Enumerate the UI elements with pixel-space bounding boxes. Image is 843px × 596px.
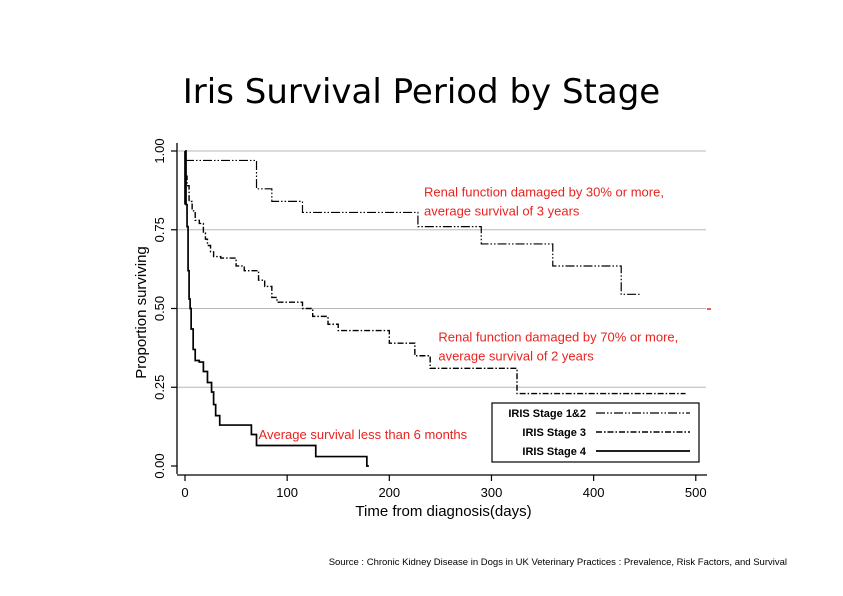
y-tick-label: 0.00 xyxy=(152,453,167,478)
y-tick-label: 0.75 xyxy=(152,217,167,242)
annotation-text: average survival of 2 years xyxy=(438,348,594,363)
y-tick-label: 0.25 xyxy=(152,375,167,400)
y-tick-label: 1.00 xyxy=(152,138,167,163)
series-line-1 xyxy=(185,159,640,295)
annotation-text: Renal function damaged by 70% or more, xyxy=(438,330,678,345)
legend-label: IRIS Stage 4 xyxy=(522,446,586,458)
x-tick-label: 200 xyxy=(378,485,400,500)
y-axis-title: Proportion surviving xyxy=(133,246,150,379)
legend-label: IRIS Stage 1&2 xyxy=(508,408,586,420)
series-lines xyxy=(184,150,686,467)
series-line-3 xyxy=(185,150,369,467)
annotation-text: Average survival less than 6 months xyxy=(259,427,468,442)
x-tick-label: 0 xyxy=(181,485,188,500)
grid-lines xyxy=(178,150,706,388)
x-tick-label: 100 xyxy=(276,485,298,500)
legend-label: IRIS Stage 3 xyxy=(522,427,586,439)
y-tick-label: 0.50 xyxy=(152,296,167,321)
x-tick-label: 500 xyxy=(685,485,707,500)
annotation-text: average survival of 3 years xyxy=(424,204,580,219)
x-tick-label: 400 xyxy=(583,485,605,500)
axes: 0.00 0.25 0.50 0.75 1.00 0 100 200 300 400 500 Time… xyxy=(133,138,707,520)
annotations: Renal function damaged by 30% or more, av… xyxy=(259,185,711,442)
legend-box xyxy=(491,402,700,463)
x-axis-title: Time from diagnosis(days) xyxy=(355,503,531,520)
legend: IRIS Stage 1&2 IRIS Stage 3 IRIS Stage 4 xyxy=(491,402,700,463)
x-tick-label: 300 xyxy=(481,485,503,500)
page-title: Iris Survival Period by Stage xyxy=(182,72,661,112)
annotation-text: Renal function damaged by 30% or more, xyxy=(424,185,664,200)
source-note: Source : Chronic Kidney Disease in Dogs … xyxy=(328,557,787,568)
series-line-2 xyxy=(185,175,686,395)
